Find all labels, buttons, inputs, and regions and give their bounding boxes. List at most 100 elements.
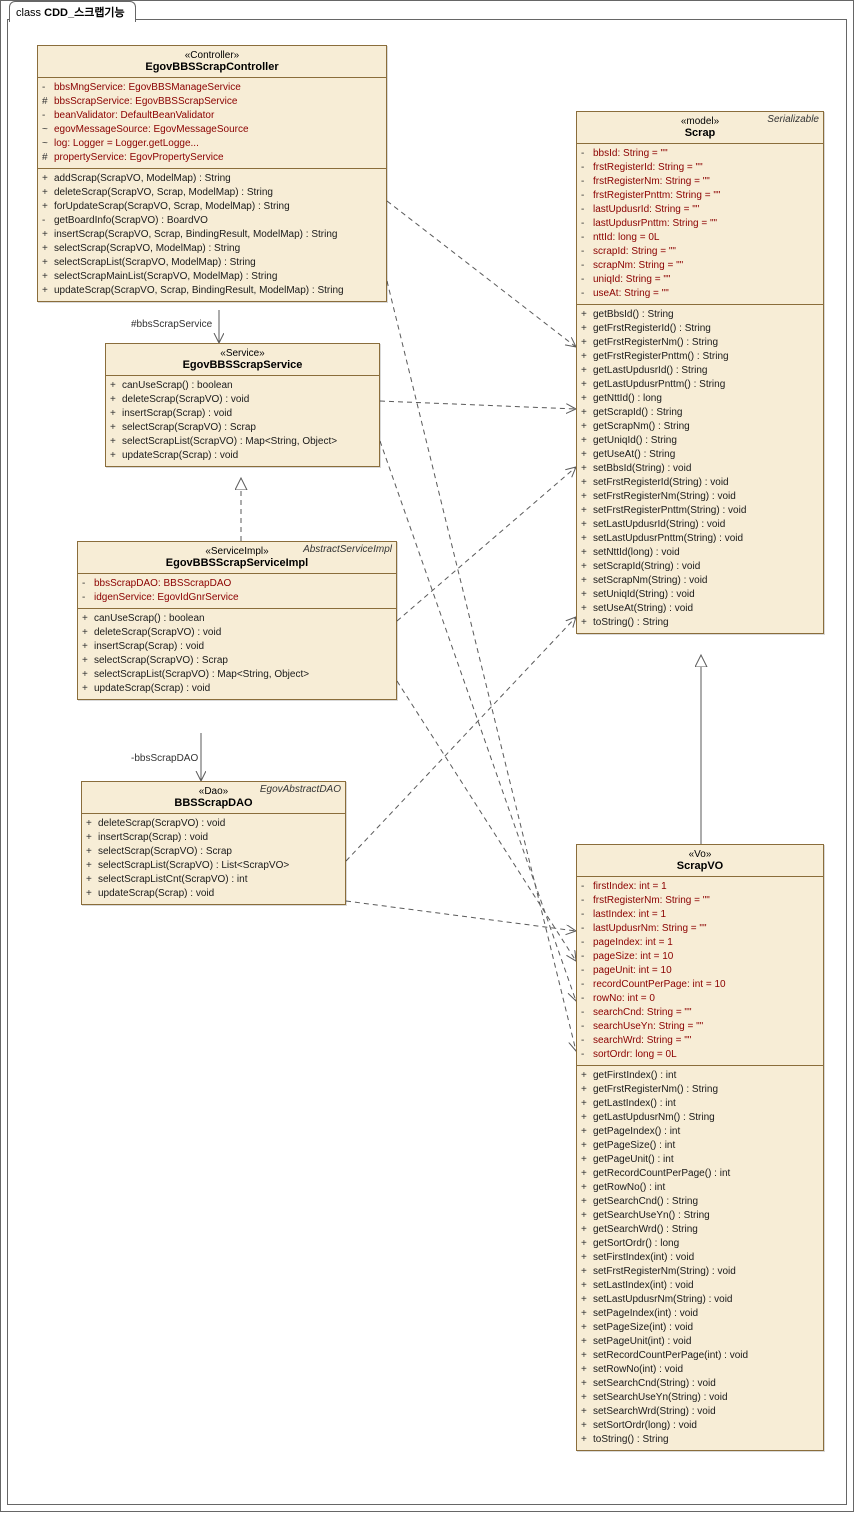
attributes-section: -firstIndex: int = 1-frstRegisterNm: Str… xyxy=(577,877,823,1066)
operation-row: +getRowNo() : int xyxy=(581,1181,819,1195)
attribute-text: bbsMngService: EgovBBSManageService xyxy=(54,81,241,95)
operation-text: getSearchWrd() : String xyxy=(593,1223,698,1237)
operation-row: +getNttId() : long xyxy=(581,392,819,406)
visibility-marker: - xyxy=(581,950,593,964)
attributes-section: -bbsId: String = ""-frstRegisterId: Stri… xyxy=(577,144,823,305)
operation-row: +getUniqId() : String xyxy=(581,434,819,448)
operation-text: selectScrapList(ScrapVO) : List<ScrapVO> xyxy=(98,859,289,873)
visibility-marker: + xyxy=(581,532,593,546)
operation-text: canUseScrap() : boolean xyxy=(94,612,205,626)
attribute-row: -pageSize: int = 10 xyxy=(581,950,819,964)
operation-row: +setFrstRegisterNm(String) : void xyxy=(581,490,819,504)
visibility-marker: + xyxy=(581,1293,593,1307)
class-name: ScrapVO xyxy=(581,860,819,872)
attribute-text: searchUseYn: String = "" xyxy=(593,1020,703,1034)
operation-text: getUniqId() : String xyxy=(593,434,677,448)
visibility-marker: - xyxy=(581,175,593,189)
operation-text: selectScrap(ScrapVO) : Scrap xyxy=(122,421,256,435)
operation-row: +getLastUpdusrPnttm() : String xyxy=(581,378,819,392)
operation-row: +setScrapNm(String) : void xyxy=(581,574,819,588)
visibility-marker: - xyxy=(581,880,593,894)
attribute-text: egovMessageSource: EgovMessageSource xyxy=(54,123,249,137)
operation-row: +getFrstRegisterPnttm() : String xyxy=(581,350,819,364)
operation-text: setLastIndex(int) : void xyxy=(593,1279,694,1293)
visibility-marker: + xyxy=(82,682,94,696)
operation-row: +insertScrap(ScrapVO, Scrap, BindingResu… xyxy=(42,228,382,242)
visibility-marker: + xyxy=(581,1097,593,1111)
attribute-row: -uniqId: String = "" xyxy=(581,273,819,287)
visibility-marker: - xyxy=(581,245,593,259)
visibility-marker: + xyxy=(581,1083,593,1097)
operation-text: setUseAt(String) : void xyxy=(593,602,693,616)
visibility-marker: + xyxy=(581,1265,593,1279)
operation-row: +setRecordCountPerPage(int) : void xyxy=(581,1349,819,1363)
attribute-text: pageIndex: int = 1 xyxy=(593,936,673,950)
operation-text: selectScrapList(ScrapVO, ModelMap) : Str… xyxy=(54,256,256,270)
operation-text: updateScrap(Scrap) : void xyxy=(122,449,238,463)
operation-row: +getFrstRegisterId() : String xyxy=(581,322,819,336)
operation-text: getScrapNm() : String xyxy=(593,420,690,434)
visibility-marker: + xyxy=(581,1167,593,1181)
attribute-row: -bbsScrapDAO: BBSScrapDAO xyxy=(82,577,392,591)
visibility-marker: + xyxy=(86,831,98,845)
visibility-marker: + xyxy=(581,1321,593,1335)
attribute-row: -searchCnd: String = "" xyxy=(581,1006,819,1020)
visibility-marker: + xyxy=(581,322,593,336)
operation-text: setNttId(long) : void xyxy=(593,546,680,560)
diagram-title-prefix: class xyxy=(16,7,44,19)
operation-row: +updateScrap(ScrapVO, Scrap, BindingResu… xyxy=(42,284,382,298)
operation-row: +deleteScrap(ScrapVO, Scrap, ModelMap) :… xyxy=(42,186,382,200)
visibility-marker: - xyxy=(581,189,593,203)
class-dao: EgovAbstractDAO«Dao»BBSScrapDAO+deleteSc… xyxy=(81,781,346,905)
operation-text: setFrstRegisterPnttm(String) : void xyxy=(593,504,746,518)
visibility-marker: - xyxy=(82,577,94,591)
operation-text: selectScrapList(ScrapVO) : Map<String, O… xyxy=(94,668,309,682)
operation-text: setSearchWrd(String) : void xyxy=(593,1405,716,1419)
operation-row: +selectScrap(ScrapVO) : Scrap xyxy=(86,845,341,859)
visibility-marker: + xyxy=(86,845,98,859)
operation-row: +setSearchCnd(String) : void xyxy=(581,1377,819,1391)
class-header: «Controller»EgovBBSScrapController xyxy=(38,46,386,78)
operation-row: +setLastIndex(int) : void xyxy=(581,1279,819,1293)
operation-row: +deleteScrap(ScrapVO) : void xyxy=(110,393,375,407)
operation-text: setSearchUseYn(String) : void xyxy=(593,1391,728,1405)
attribute-text: uniqId: String = "" xyxy=(593,273,670,287)
visibility-marker: + xyxy=(581,1209,593,1223)
visibility-marker: + xyxy=(581,392,593,406)
operation-row: +getLastUpdusrId() : String xyxy=(581,364,819,378)
operation-text: getLastUpdusrNm() : String xyxy=(593,1111,715,1125)
attribute-text: lastUpdusrPnttm: String = "" xyxy=(593,217,717,231)
operation-text: addScrap(ScrapVO, ModelMap) : String xyxy=(54,172,231,186)
attribute-text: beanValidator: DefaultBeanValidator xyxy=(54,109,214,123)
diagram-canvas: class CDD_스크랩기능 «Controller»EgovBBSScrap… xyxy=(0,0,854,1512)
attribute-row: -pageUnit: int = 10 xyxy=(581,964,819,978)
operation-row: +getPageUnit() : int xyxy=(581,1153,819,1167)
operation-text: deleteScrap(ScrapVO) : void xyxy=(122,393,249,407)
operation-row: +getScrapId() : String xyxy=(581,406,819,420)
operation-row: +getBbsId() : String xyxy=(581,308,819,322)
operation-text: getNttId() : long xyxy=(593,392,662,406)
operation-row: +setScrapId(String) : void xyxy=(581,560,819,574)
attribute-text: firstIndex: int = 1 xyxy=(593,880,667,894)
visibility-marker: + xyxy=(86,873,98,887)
operation-text: deleteScrap(ScrapVO, Scrap, ModelMap) : … xyxy=(54,186,273,200)
class-scrap: Serializable«model»Scrap-bbsId: String =… xyxy=(576,111,824,634)
operation-row: +insertScrap(Scrap) : void xyxy=(82,640,392,654)
visibility-marker: - xyxy=(581,1020,593,1034)
visibility-marker: + xyxy=(581,1237,593,1251)
operation-text: toString() : String xyxy=(593,616,669,630)
operation-text: deleteScrap(ScrapVO) : void xyxy=(98,817,225,831)
attribute-text: bbsId: String = "" xyxy=(593,147,668,161)
visibility-marker: - xyxy=(581,908,593,922)
operation-row: +setSearchUseYn(String) : void xyxy=(581,1391,819,1405)
class-name: Scrap xyxy=(581,127,819,139)
operation-text: insertScrap(Scrap) : void xyxy=(98,831,208,845)
attribute-row: -rowNo: int = 0 xyxy=(581,992,819,1006)
attribute-row: -recordCountPerPage: int = 10 xyxy=(581,978,819,992)
operation-text: getFrstRegisterId() : String xyxy=(593,322,711,336)
operation-row: +canUseScrap() : boolean xyxy=(82,612,392,626)
visibility-marker: + xyxy=(42,256,54,270)
class-tag: AbstractServiceImpl xyxy=(303,544,392,555)
visibility-marker: + xyxy=(82,654,94,668)
visibility-marker: + xyxy=(110,379,122,393)
